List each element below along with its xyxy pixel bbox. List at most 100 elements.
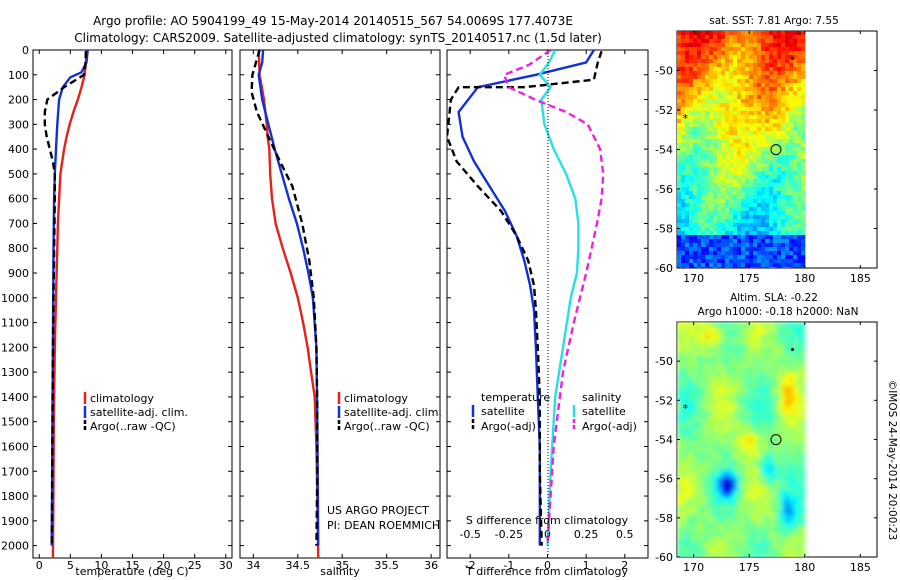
difference-series xyxy=(447,50,605,546)
map-y-tick-label: -58 xyxy=(655,512,673,525)
salinity-diff-tick-label: -0.25 xyxy=(495,528,523,541)
y-tick-label: 800 xyxy=(8,242,29,255)
x-tick-label: 2 xyxy=(621,559,628,572)
header-line-2: Climatology: CARS2009. Satellite-adjuste… xyxy=(74,31,602,45)
map-y-tick-label: -50 xyxy=(655,355,673,368)
float-position-marker xyxy=(770,434,782,446)
salinity-xlabel: salinity xyxy=(320,565,360,578)
x-tick-label: 36 xyxy=(424,559,438,572)
x-tick-label: 35.5 xyxy=(374,559,399,572)
x-tick-label: 25 xyxy=(188,559,202,572)
difference-xlabel: T difference from climatology xyxy=(465,565,628,578)
map-x-tick-label: 175 xyxy=(739,561,760,574)
salinity-axes xyxy=(239,49,441,559)
temperature-legend: climatology satellite-adj. clim. Argo(..… xyxy=(83,392,188,433)
series-line-salinity-satellite xyxy=(538,50,580,546)
series-line-salinity-argo-adj- xyxy=(503,50,605,546)
x-tick-label: 35 xyxy=(335,559,349,572)
map-y-tick-label: -52 xyxy=(655,394,673,407)
x-tick-label: 30 xyxy=(219,559,233,572)
y-tick-label: 2000 xyxy=(1,540,29,553)
project-name: US ARGO PROJECT xyxy=(327,504,429,517)
temperature-series xyxy=(43,50,89,558)
map-y-tick-label: -56 xyxy=(655,183,673,196)
legend-label-argo: Argo(..raw -QC) xyxy=(90,420,176,433)
y-tick-label: 300 xyxy=(8,118,29,131)
star-icon: * xyxy=(683,402,689,415)
legend-label-argo: Argo(..raw -QC) xyxy=(344,420,430,433)
legend-title-temperature: temperature xyxy=(481,391,550,404)
difference-legend: temperature satellite Argo(-adj) salinit… xyxy=(471,391,637,433)
x-tick-label: -2 xyxy=(465,559,476,572)
y-tick-label: 500 xyxy=(8,168,29,181)
map-y-tick-label: -58 xyxy=(655,223,673,236)
x-tick-label: 20 xyxy=(157,559,171,572)
map-y-tick-label: -52 xyxy=(655,104,673,117)
map-x-tick-label: 180 xyxy=(794,272,815,285)
y-tick-label: 1300 xyxy=(1,366,29,379)
legend-label-climatology: climatology xyxy=(344,392,408,405)
float-position-marker xyxy=(770,144,782,156)
y-tick-label: 1200 xyxy=(1,341,29,354)
x-tick-label: 0 xyxy=(544,559,551,572)
x-tick-label: 5 xyxy=(67,559,74,572)
y-tick-label: 1400 xyxy=(1,391,29,404)
map-x-tick-label: 185 xyxy=(850,272,871,285)
salinity-legend: climatology satellite-adj. clim. Argo(..… xyxy=(337,392,442,433)
series-line-climatology xyxy=(257,50,320,558)
series-line-temperature-argo-adj- xyxy=(447,50,603,546)
y-tick-label: 1900 xyxy=(1,515,29,528)
x-tick-label: -1 xyxy=(503,559,514,572)
map-x-tick-label: 175 xyxy=(739,272,760,285)
x-tick-label: 0 xyxy=(36,559,43,572)
x-tick-label: 15 xyxy=(126,559,140,572)
dot-icon: • xyxy=(789,343,796,356)
temperature-axes xyxy=(32,49,233,559)
temperature-xlabel: temperature (deg C) xyxy=(75,565,188,578)
map-x-tick-label: 185 xyxy=(850,561,871,574)
dot-icon: • xyxy=(789,53,796,66)
map-y-tick-label: -56 xyxy=(655,473,673,486)
y-tick-label: 400 xyxy=(8,143,29,156)
temperature-ticks: 0100200300400500600700800900100011001200… xyxy=(1,44,233,572)
legend-label-salinity-satellite: satellite xyxy=(582,405,626,418)
map-y-tick-label: -54 xyxy=(655,144,673,157)
series-line-climatology xyxy=(51,50,88,558)
project-pi: PI: DEAN ROEMMICH xyxy=(327,519,440,532)
y-tick-label: 0 xyxy=(22,44,29,57)
x-tick-label: 34 xyxy=(246,559,260,572)
y-tick-label: 1700 xyxy=(1,465,29,478)
series-line-argo-raw-qc- xyxy=(43,51,88,546)
salinity-diff-tick-label: -0.5 xyxy=(459,528,480,541)
sst-map-field: *• xyxy=(677,31,806,268)
star-icon: * xyxy=(683,112,689,125)
difference-axes xyxy=(446,49,649,559)
y-tick-label: 1000 xyxy=(1,292,29,305)
imos-timestamp: ©IMOS 24-May-2014 20:00:23 xyxy=(886,380,898,541)
legend-label-temperature-satellite: satellite xyxy=(481,405,525,418)
salinity-series xyxy=(250,50,320,558)
y-tick-label: 1500 xyxy=(1,416,29,429)
salinity-ticks: 34 34.5 35 35.5 36 xyxy=(240,49,440,572)
legend-label-salinity-argo: Argo(-adj) xyxy=(582,420,637,433)
map-x-tick-label: 180 xyxy=(794,561,815,574)
legend-label-satellite: satellite-adj. clim. xyxy=(90,406,188,419)
map-y-tick-label: -54 xyxy=(655,434,673,447)
sla-map-ticks: 170 175 180 185 -50 -52 -54 -56 -58 -60 xyxy=(655,322,877,574)
y-tick-label: 600 xyxy=(8,193,29,206)
y-tick-label: 700 xyxy=(8,217,29,230)
sla-map-subtitle: Argo h1000: -0.18 h2000: NaN xyxy=(698,306,859,318)
legend-label-satellite: satellite-adj. clim. xyxy=(344,406,442,419)
sst-map-ticks: 170 175 180 185 -50 -52 -54 -56 -58 -60 xyxy=(655,31,877,285)
y-tick-label: 200 xyxy=(8,94,29,107)
y-tick-label: 100 xyxy=(8,69,29,82)
x-tick-label: 34.5 xyxy=(286,559,311,572)
legend-title-salinity: salinity xyxy=(582,391,622,404)
map-y-tick-label: -50 xyxy=(655,65,673,78)
y-tick-label: 1600 xyxy=(1,440,29,453)
salinity-diff-tick-label: 0.5 xyxy=(616,528,634,541)
map-y-tick-label: -60 xyxy=(655,262,673,275)
map-x-tick-label: 170 xyxy=(683,561,704,574)
x-tick-label: 10 xyxy=(94,559,108,572)
